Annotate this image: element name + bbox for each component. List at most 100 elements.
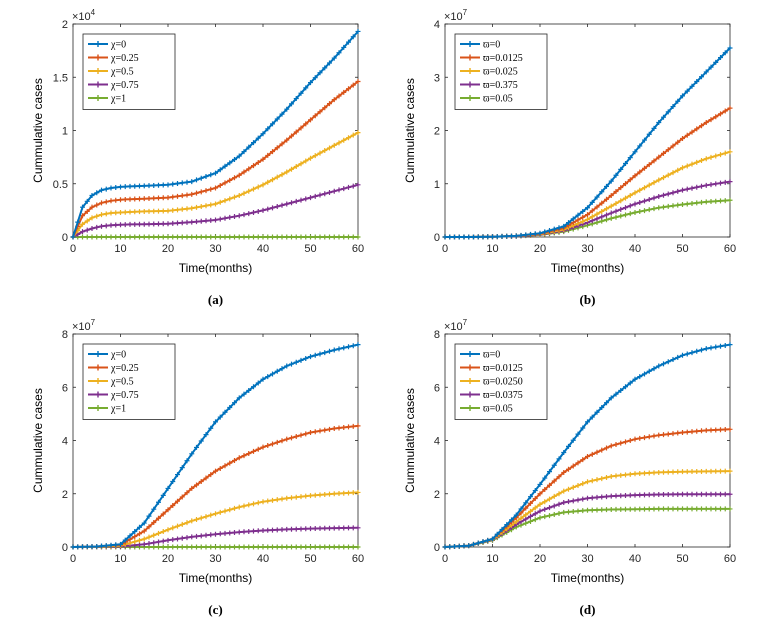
data-point — [599, 218, 605, 224]
data-point — [265, 374, 271, 380]
data-point — [118, 197, 123, 203]
data-point — [170, 207, 176, 213]
data-point — [656, 432, 662, 438]
data-point — [113, 184, 119, 190]
data-point — [665, 172, 671, 178]
data-point — [118, 210, 123, 216]
data-point — [594, 194, 600, 200]
data-point — [132, 534, 138, 540]
data-point — [556, 501, 562, 507]
data-point — [499, 233, 505, 239]
data-point — [570, 216, 576, 222]
data-point — [94, 234, 100, 240]
data-point — [585, 495, 590, 501]
data-point — [203, 544, 209, 550]
data-point — [127, 196, 133, 202]
data-point — [336, 525, 342, 531]
data-point — [132, 209, 138, 215]
data-point — [632, 376, 638, 382]
legend-item: ϖ=0.0250 — [460, 377, 523, 388]
data-point — [513, 233, 519, 239]
data-point — [523, 505, 529, 511]
y-tick-label: 4 — [434, 436, 440, 448]
data-point — [165, 234, 171, 240]
data-point — [350, 525, 356, 531]
data-point — [284, 436, 290, 442]
data-point — [179, 544, 185, 550]
data-point — [661, 204, 666, 210]
data-point — [331, 234, 337, 240]
data-point — [322, 491, 328, 497]
data-point — [618, 166, 624, 172]
data-point — [656, 492, 662, 498]
data-point — [670, 357, 676, 363]
data-point — [566, 220, 571, 226]
data-point — [675, 354, 681, 360]
data-point — [274, 439, 280, 445]
data-point — [585, 419, 590, 425]
data-point — [661, 361, 666, 367]
data-point — [575, 460, 581, 466]
data-point — [713, 114, 719, 120]
data-point — [331, 97, 337, 103]
data-point — [589, 199, 595, 205]
data-point — [194, 234, 199, 240]
data-point — [208, 544, 214, 550]
data-point — [289, 200, 294, 206]
data-point — [170, 537, 176, 543]
data-point — [236, 213, 242, 219]
data-point — [494, 234, 500, 240]
data-point — [699, 123, 704, 129]
data-point — [627, 155, 633, 161]
x-tick-label: 40 — [629, 553, 641, 565]
data-point — [341, 186, 347, 192]
data-point — [84, 227, 90, 233]
data-point — [303, 493, 309, 499]
data-point — [241, 544, 247, 550]
data-point — [551, 462, 557, 468]
data-point — [661, 114, 666, 120]
data-point — [637, 209, 643, 215]
data-point — [270, 121, 275, 127]
data-point — [312, 113, 318, 119]
data-point — [232, 505, 237, 511]
legend-marker — [467, 391, 473, 398]
data-point — [670, 506, 676, 512]
data-point — [680, 430, 685, 436]
data-point — [703, 427, 709, 433]
data-point — [642, 470, 647, 476]
data-point — [251, 544, 256, 550]
data-point — [665, 147, 671, 153]
data-point — [346, 234, 351, 240]
data-point — [689, 429, 695, 435]
data-point — [480, 234, 486, 240]
legend-item: χ=0.5 — [88, 67, 134, 78]
data-point — [203, 174, 209, 180]
data-point — [118, 222, 123, 228]
data-point — [203, 532, 209, 538]
data-point — [284, 363, 290, 369]
data-point — [727, 149, 733, 155]
series-line — [444, 428, 731, 548]
data-point — [504, 522, 510, 528]
data-point — [599, 208, 605, 214]
data-point — [137, 196, 142, 202]
data-point — [580, 208, 586, 214]
data-point — [293, 163, 299, 169]
data-point — [684, 163, 690, 169]
data-point — [608, 192, 614, 198]
data-point — [355, 28, 361, 34]
data-point — [141, 221, 147, 227]
data-point — [718, 491, 723, 497]
data-point — [684, 506, 690, 512]
data-point — [165, 537, 171, 543]
data-point — [575, 482, 581, 488]
data-point — [556, 510, 562, 516]
data-point — [656, 469, 662, 475]
data-point — [341, 544, 347, 550]
data-point — [689, 200, 695, 206]
data-point — [308, 117, 313, 123]
data-point — [350, 343, 356, 349]
y-tick-label: 0 — [62, 232, 68, 244]
data-point — [604, 217, 609, 223]
